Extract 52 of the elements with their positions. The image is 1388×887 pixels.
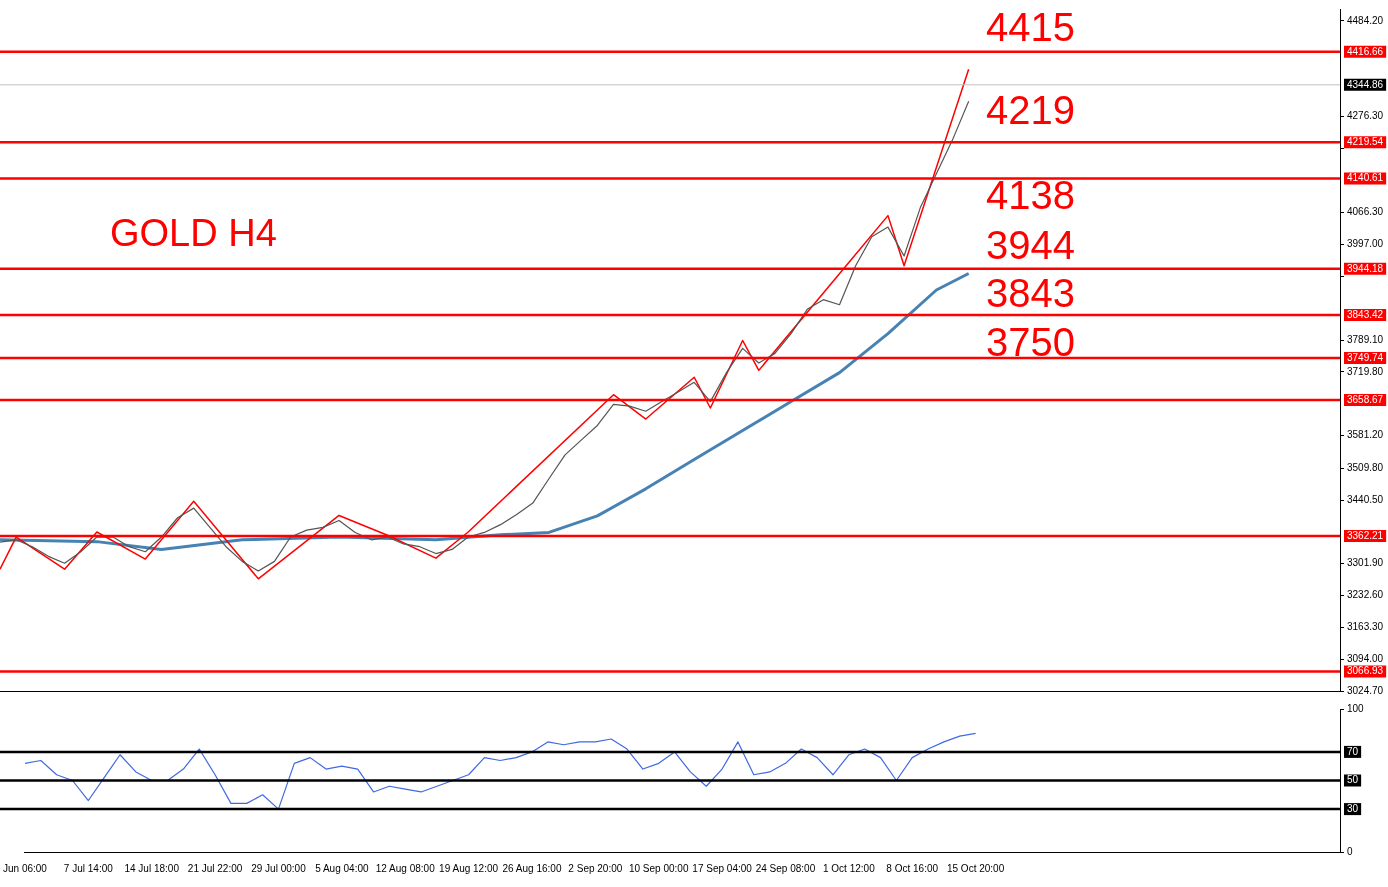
y-tick-label: 4276.30 xyxy=(1347,110,1384,122)
ref-line-label: 3066.93 xyxy=(1347,665,1384,677)
ref-line-label: 4219.54 xyxy=(1347,136,1384,148)
y-tick-label: 3719.80 xyxy=(1347,365,1384,377)
ref-line-label: 3749.74 xyxy=(1347,351,1384,363)
x-tick-label: 14 Jul 18:00 xyxy=(124,862,180,874)
x-tick-label: 29 Jul 00:00 xyxy=(251,862,307,874)
x-tick-label: 24 Sep 08:00 xyxy=(755,862,816,874)
x-tick-label: 2 Sep 20:00 xyxy=(568,862,623,874)
annotation: GOLD H4 xyxy=(110,212,277,255)
ref-line-label: 30 xyxy=(1347,802,1359,814)
ref-line-label: 3362.21 xyxy=(1347,529,1384,541)
y-tick-label: 4484.20 xyxy=(1347,14,1384,26)
ref-line-label: 4344.86 xyxy=(1347,78,1384,90)
x-tick-label: 12 Aug 08:00 xyxy=(375,862,436,874)
annotation: 3750 xyxy=(986,320,1075,365)
ref-line-label: 4416.66 xyxy=(1347,45,1384,57)
ref-line-label: 3658.67 xyxy=(1347,393,1384,405)
x-tick-label: 10 Sep 00:00 xyxy=(628,862,689,874)
annotation: 3843 xyxy=(986,271,1075,316)
ref-line-label: 3944.18 xyxy=(1347,262,1384,274)
y-tick-label: 3789.10 xyxy=(1347,333,1384,345)
annotation: 4415 xyxy=(986,5,1075,50)
y-tick-label: 0 xyxy=(1347,845,1353,857)
y-tick-label: 3301.90 xyxy=(1347,557,1384,569)
x-tick-label: 1 Oct 12:00 xyxy=(822,862,876,874)
annotation: 4219 xyxy=(986,88,1075,133)
x-tick-label: 19 Aug 12:00 xyxy=(439,862,499,874)
ref-line-label: 50 xyxy=(1347,774,1359,786)
y-tick-label: 3997.00 xyxy=(1347,238,1384,250)
y-tick-label: 3163.30 xyxy=(1347,621,1384,633)
x-tick-label: Jun 06:00 xyxy=(2,862,48,874)
x-tick-label: 15 Oct 20:00 xyxy=(946,862,1005,874)
y-tick-label: 3024.70 xyxy=(1347,684,1384,696)
x-tick-label: 17 Sep 04:00 xyxy=(692,862,753,874)
x-tick-label: 5 Aug 04:00 xyxy=(315,862,369,874)
ref-line-label: 3843.42 xyxy=(1347,308,1384,320)
x-tick-label: 8 Oct 16:00 xyxy=(886,862,939,874)
ref-line-label: 4140.61 xyxy=(1347,172,1384,184)
y-tick-label: 3581.20 xyxy=(1347,429,1384,441)
y-tick-label: 3440.50 xyxy=(1347,493,1384,505)
annotation: 4138 xyxy=(986,173,1075,218)
y-tick-label: 3094.00 xyxy=(1347,652,1384,664)
x-tick-label: 21 Jul 22:00 xyxy=(187,862,243,874)
x-tick-label: 7 Jul 14:00 xyxy=(63,862,114,874)
y-tick-label: 3232.60 xyxy=(1347,589,1384,601)
ref-line-label: 70 xyxy=(1347,745,1359,757)
annotation: 3944 xyxy=(986,223,1075,268)
y-tick-label: 100 xyxy=(1347,702,1365,714)
y-tick-label: 3509.80 xyxy=(1347,462,1384,474)
x-tick-label: 26 Aug 16:00 xyxy=(502,862,562,874)
y-tick-label: 4066.30 xyxy=(1347,206,1384,218)
